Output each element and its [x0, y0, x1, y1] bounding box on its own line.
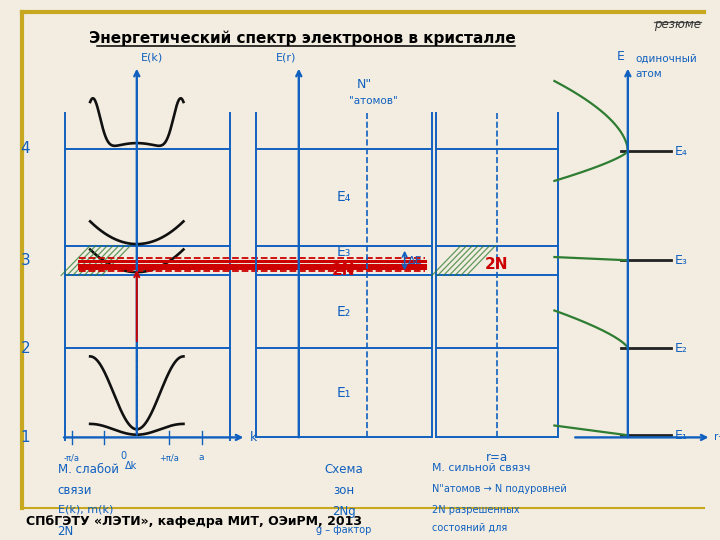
Text: 3: 3: [20, 253, 30, 268]
Text: Δk: Δk: [125, 461, 138, 471]
Text: -π/a: -π/a: [64, 454, 80, 463]
Text: состояний для: состояний для: [432, 523, 508, 533]
Text: СПбГЭТУ «ЛЭТИ», кафедра МИТ, ОЭиРМ, 2013: СПбГЭТУ «ЛЭТИ», кафедра МИТ, ОЭиРМ, 2013: [26, 515, 362, 528]
Text: a: a: [199, 453, 204, 462]
Text: E₃: E₃: [675, 254, 688, 267]
Text: 0: 0: [121, 451, 127, 462]
Text: 4: 4: [20, 141, 30, 156]
Text: r=a: r=a: [486, 451, 508, 464]
Text: E₃: E₃: [337, 245, 351, 259]
Text: 2Ng: 2Ng: [332, 505, 356, 518]
Text: атом: атом: [635, 69, 662, 79]
Text: E₂: E₂: [337, 305, 351, 319]
Text: r→∞: r→∞: [714, 433, 720, 442]
Text: М. сильной связч: М. сильной связч: [432, 463, 531, 474]
Text: E(r): E(r): [276, 52, 296, 63]
Text: зон: зон: [333, 484, 354, 497]
Text: "атомов": "атомов": [349, 96, 398, 106]
Text: Энергетический спектр электронов в кристалле: Энергетический спектр электронов в крист…: [89, 30, 516, 45]
Text: E₂: E₂: [675, 342, 688, 355]
Text: Схема: Схема: [325, 463, 363, 476]
Text: E₄: E₄: [675, 145, 688, 158]
Text: E₁: E₁: [675, 429, 688, 442]
Text: М. слабой: М. слабой: [58, 463, 119, 476]
Text: E: E: [617, 50, 625, 63]
Text: 2: 2: [20, 341, 30, 356]
Text: 2N разрешенных: 2N разрешенных: [432, 505, 520, 515]
Text: N"атомов → N подуровней: N"атомов → N подуровней: [432, 484, 567, 495]
Text: одиночный: одиночный: [635, 53, 697, 64]
Text: N": N": [356, 78, 372, 91]
Text: E(k), m(k): E(k), m(k): [58, 505, 113, 515]
Text: +π/a: +π/a: [159, 454, 179, 463]
Text: E₁: E₁: [337, 386, 351, 400]
Text: 2N: 2N: [58, 525, 74, 538]
Text: ΔE: ΔE: [408, 255, 423, 266]
Text: связи: связи: [58, 484, 92, 497]
Text: E₄: E₄: [337, 190, 351, 204]
Text: резюме: резюме: [654, 18, 701, 31]
Text: 2N: 2N: [332, 263, 356, 278]
Text: k: k: [250, 431, 257, 444]
Text: E(k): E(k): [141, 52, 163, 63]
Text: g – фактор: g – фактор: [316, 525, 372, 535]
Text: 2N: 2N: [485, 258, 508, 272]
Text: 1: 1: [20, 430, 30, 445]
